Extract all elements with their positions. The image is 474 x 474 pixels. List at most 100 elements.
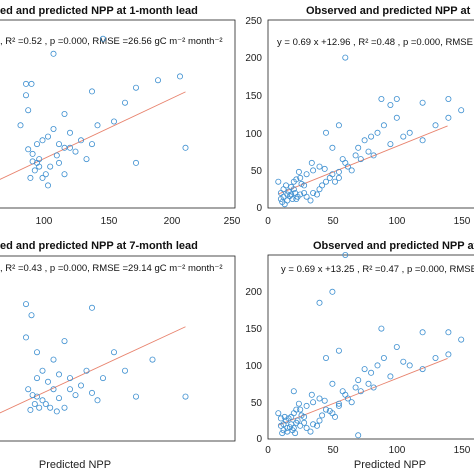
panel-4-data-point [301, 419, 308, 426]
panel-2-frame [267, 19, 474, 209]
panel-2-data-point [313, 191, 320, 198]
panel-4-data-point [355, 377, 362, 384]
panel-1-data-point [154, 77, 161, 84]
panel-1-data-point [50, 126, 57, 133]
panel-1-data-point [27, 174, 34, 181]
panel-3-data-point [56, 395, 63, 402]
panel-4-xtick-100: 100 [389, 445, 406, 456]
panel-3-data-point [36, 404, 43, 411]
panel-1-xtick-150: 150 [101, 216, 118, 227]
panel-4-data-point [380, 354, 387, 361]
panel-4-data-point [342, 251, 349, 258]
panel-1-data-point [56, 141, 63, 148]
panel-3-data-point [56, 371, 63, 378]
panel-4-data-point [322, 354, 329, 361]
panel-1-data-point [17, 122, 24, 129]
panel-2-data-point [458, 107, 465, 114]
panel-4-data-point [342, 391, 349, 398]
panel-4-data-point [322, 406, 329, 413]
panel-4-data-point [445, 351, 452, 358]
panel-2-xtick-0: 0 [265, 216, 271, 227]
panel-4-data-point [419, 366, 426, 373]
panel-4-data-point [370, 384, 377, 391]
panel-4-data-point [281, 413, 288, 420]
panel-4-data-point [374, 362, 381, 369]
panel-4-frame [267, 254, 474, 440]
panel-2-data-point [342, 54, 349, 61]
panel-2-equation: y = 0.69 x +12.96 , R² =0.48 , p =0.000,… [277, 37, 473, 48]
panel-4-data-point [316, 417, 323, 424]
panel-4-data-point [326, 407, 333, 414]
panel-4-data-point [279, 430, 286, 437]
panel-3-data-point [22, 334, 29, 341]
panel-3-data-point [61, 338, 68, 345]
panel-4-data-point [419, 329, 426, 336]
panel-2-ytick-150: 150 [245, 91, 262, 102]
panel-3-data-point [34, 375, 41, 382]
panel-3-data-point [67, 375, 74, 382]
panel-2-data-point [380, 122, 387, 129]
panel-2-data-point [308, 159, 315, 166]
panel-3-data-point [182, 393, 189, 400]
panel-3-data-point [94, 397, 101, 404]
panel-1-data-point [42, 171, 49, 178]
panel-2-data-point [355, 144, 362, 151]
panel-4-data-point [298, 412, 305, 419]
panel-2-data-point [445, 96, 452, 103]
panel-4-data-point [365, 380, 372, 387]
panel-4-data-point [319, 412, 326, 419]
panel-3-data-point [25, 386, 32, 393]
panel-3-data-point [42, 400, 49, 407]
panel-2-data-point [419, 137, 426, 144]
panel-2-data-point [348, 167, 355, 174]
panel-2-ytick-100: 100 [245, 129, 262, 140]
panel-4-data-point [290, 410, 297, 417]
panel-1: ed and predicted NPP at 1-month lead , R… [0, 5, 241, 227]
panel-2-data-point [288, 183, 295, 190]
panel-4-data-point [357, 388, 364, 395]
panel-3-data-point [83, 367, 90, 374]
panel-3-data-point [100, 375, 107, 382]
panel-1-data-point [176, 73, 183, 80]
panel-2-data-point [335, 168, 342, 175]
panel-1-plot-area [0, 35, 189, 189]
panel-4-data-point [400, 358, 407, 365]
panel-3-data-point [22, 301, 29, 308]
panel-2-data-point [310, 167, 317, 174]
panel-4-data-point [310, 421, 317, 428]
panel-4-data-point [290, 388, 297, 395]
panel-4-data-point [297, 422, 304, 429]
panel-2-data-point [280, 186, 287, 193]
panel-2-data-point [295, 168, 302, 175]
panel-2-data-point [322, 178, 329, 185]
panel-4-equation: y = 0.69 x +13.25 , R² =0.47 , p =0.000,… [281, 264, 474, 275]
panel-4-data-point [339, 388, 346, 395]
panel-4-data-point [335, 400, 342, 407]
panel-2-data-point [335, 122, 342, 129]
panel-2-data-point [297, 174, 304, 181]
panel-4-data-point [307, 428, 314, 435]
panel-2-ytick-0: 0 [256, 203, 262, 214]
panel-1-frame [0, 19, 236, 209]
panel-2-data-point [298, 180, 305, 187]
panel-4-data-point [344, 395, 351, 402]
panel-4-title: Observed and predicted NPP at 1 [313, 240, 474, 252]
panel-4-data-point [406, 362, 413, 369]
panel-3-data-point [72, 392, 79, 399]
panel-4-data-point [277, 415, 284, 422]
panel-4-data-point [458, 336, 465, 343]
panel-2-data-point [293, 176, 300, 183]
panel-1-data-point [132, 159, 139, 166]
panel-1-data-point [22, 80, 29, 87]
panel-2-data-point [344, 163, 351, 170]
panel-1-data-point [50, 50, 57, 57]
panel-2-ytick-50: 50 [251, 166, 263, 177]
panel-1-xtick-100: 100 [36, 216, 53, 227]
panel-2-data-point [370, 152, 377, 159]
panel-3-data-point [27, 406, 34, 413]
panel-4-data-point [280, 421, 287, 428]
panel-1-data-point [29, 150, 36, 157]
panel-1-equation: , R² =0.52 , p =0.000, RMSE =26.56 gC m⁻… [0, 36, 223, 47]
panel-4-data-point [292, 430, 299, 437]
